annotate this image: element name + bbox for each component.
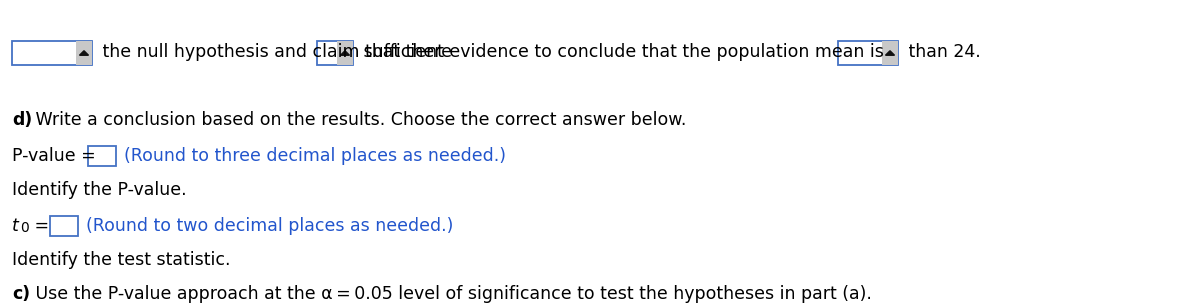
FancyBboxPatch shape: [12, 41, 92, 65]
Text: the null hypothesis and claim that there: the null hypothesis and claim that there: [97, 43, 457, 61]
Polygon shape: [341, 51, 349, 55]
FancyBboxPatch shape: [838, 41, 898, 65]
Text: (Round to two decimal places as needed.): (Round to two decimal places as needed.): [86, 217, 454, 235]
FancyBboxPatch shape: [88, 146, 116, 166]
Text: 0: 0: [20, 221, 29, 235]
Polygon shape: [79, 51, 89, 55]
Text: c): c): [12, 285, 30, 303]
Polygon shape: [886, 51, 894, 55]
Text: (Round to three decimal places as needed.): (Round to three decimal places as needed…: [124, 147, 506, 165]
FancyBboxPatch shape: [317, 41, 353, 65]
FancyBboxPatch shape: [76, 41, 92, 65]
Text: Use the P-value approach at the α = 0.05 level of significance to test the hypot: Use the P-value approach at the α = 0.05…: [30, 285, 872, 303]
Text: =: =: [29, 217, 55, 235]
Text: t: t: [12, 217, 19, 235]
Text: Identify the test statistic.: Identify the test statistic.: [12, 251, 230, 269]
FancyBboxPatch shape: [882, 41, 898, 65]
Text: sufficient evidence to conclude that the population mean is: sufficient evidence to conclude that the…: [358, 43, 889, 61]
Text: d): d): [12, 111, 32, 129]
Text: P-value =: P-value =: [12, 147, 101, 165]
Text: than 24.: than 24.: [904, 43, 980, 61]
FancyBboxPatch shape: [337, 41, 353, 65]
Text: Identify the P-value.: Identify the P-value.: [12, 181, 187, 199]
FancyBboxPatch shape: [50, 216, 78, 236]
Text: Write a conclusion based on the results. Choose the correct answer below.: Write a conclusion based on the results.…: [30, 111, 686, 129]
